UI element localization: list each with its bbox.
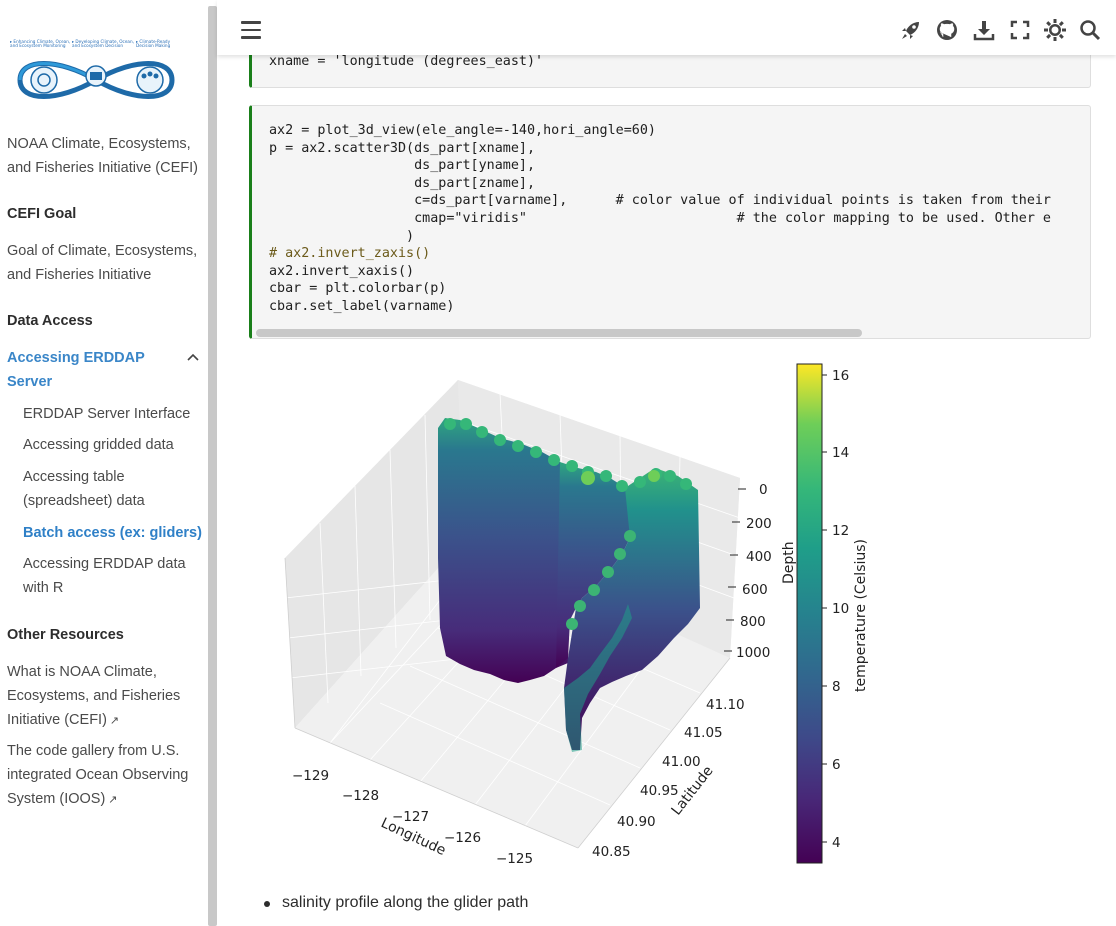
colorbar-tick-label: 12 <box>832 523 849 539</box>
search-icon[interactable] <box>1078 18 1102 42</box>
code-cell-scatter3d[interactable]: ax2 = plot_3d_view(ele_angle=-140,hori_a… <box>249 105 1091 339</box>
x-tick-label: −125 <box>496 851 533 867</box>
y-tick-label: 40.85 <box>592 844 631 860</box>
colorbar-tick-label: 4 <box>832 835 841 851</box>
svg-text:▸ Developing Climate, Ocean,: ▸ Developing Climate, Ocean, <box>72 39 134 44</box>
code-line-5: c=ds_part[varname], # color value of ind… <box>269 193 1051 209</box>
y-tick-label: 41.00 <box>662 754 701 770</box>
sidebar-link-cefi-label: What is NOAA Climate, Ecosystems, and Fi… <box>7 664 181 728</box>
code-line-6: cmap="viridis" # the color mapping to be… <box>269 210 1051 226</box>
code-line-2: p = ax2.scatter3D(ds_part[xname], <box>269 140 536 156</box>
code-line: xname = 'longitude (degrees_east)' <box>269 53 543 71</box>
colorbar-tick-label: 16 <box>832 368 849 384</box>
code-text: xname = 'longitude (degrees_east)' <box>269 54 544 69</box>
colorbar: 4 6 8 10 12 14 16 temperature (Celsius) <box>796 363 869 864</box>
z-axis-ticks: 0 200 400 600 800 1000 Depth <box>724 482 797 661</box>
colorbar-tick-label: 6 <box>832 757 841 773</box>
download-icon[interactable] <box>972 18 996 42</box>
data-points <box>438 418 700 752</box>
x-tick-label: −126 <box>444 830 481 846</box>
sidebar-scrollbar[interactable] <box>208 6 217 926</box>
cefi-logo[interactable]: ▸ Enhancing Climate, Ocean, and Ecosyste… <box>8 36 184 106</box>
menu-icon[interactable] <box>241 21 261 39</box>
x-tick-label: −127 <box>392 809 429 825</box>
scatter3d-figure: 0 200 400 600 800 1000 Depth 40.85 40.90… <box>284 363 869 867</box>
z-tick-label: 400 <box>746 549 772 565</box>
y-tick-label: 40.90 <box>617 814 656 830</box>
y-tick-label: 40.95 <box>640 783 679 799</box>
code-line-9: ax2.invert_xaxis() <box>269 263 415 279</box>
z-tick-label: 800 <box>740 614 766 630</box>
code-horizontal-scrollbar[interactable] <box>256 329 862 337</box>
top-header <box>217 0 1116 55</box>
svg-text:▸ Climate-Ready: ▸ Climate-Ready <box>136 39 171 44</box>
sidebar-heading-goal: CEFI Goal <box>7 206 77 222</box>
external-link-icon: ↗ <box>109 715 120 727</box>
svg-text:Decision Making: Decision Making <box>136 43 171 48</box>
sidebar-heading-data-access: Data Access <box>7 313 93 329</box>
sidebar-item-initiative[interactable]: NOAA Climate, Ecosystems, and Fisheries … <box>7 136 198 176</box>
z-axis-label: Depth <box>781 541 797 584</box>
bullet-item: salinity profile along the glider path <box>282 894 529 911</box>
code-line-8: # ax2.invert_zaxis() <box>269 246 431 262</box>
z-tick-label: 200 <box>746 516 772 532</box>
y-tick-label: 41.05 <box>684 725 723 741</box>
sidebar-link-ioos[interactable]: The code gallery from U.S. integrated Oc… <box>7 739 202 812</box>
bullet-marker <box>264 901 270 907</box>
chevron-up-icon[interactable] <box>186 350 200 364</box>
colorbar-tick-label: 14 <box>832 445 849 461</box>
colorbar-label: temperature (Celsius) <box>853 539 869 692</box>
z-tick-label: 600 <box>742 582 768 598</box>
code-block: ax2 = plot_3d_view(ele_angle=-140,hori_a… <box>269 122 1051 316</box>
sidebar-link-ioos-label: The code gallery from U.S. integrated Oc… <box>7 743 189 807</box>
rocket-icon[interactable] <box>899 18 923 42</box>
sidebar-subitem-erddap-interface[interactable]: ERDDAP Server Interface <box>23 406 191 422</box>
external-link-icon: ↗ <box>108 794 118 806</box>
x-tick-label: −129 <box>292 768 329 784</box>
z-tick-label: 0 <box>759 482 768 498</box>
github-icon[interactable] <box>935 18 959 42</box>
x-tick-label: −128 <box>342 788 379 804</box>
sidebar-heading-other: Other Resources <box>7 627 124 643</box>
y-tick-label: 41.10 <box>706 697 745 713</box>
code-line-10: cbar = plt.colorbar(p) <box>269 281 447 297</box>
svg-text:and Ecosystem Decision: and Ecosystem Decision <box>72 43 123 48</box>
sidebar-subitem-r[interactable]: Accessing ERDDAP data with R <box>23 556 186 596</box>
code-line-1: ax2 = plot_3d_view(ele_angle=-140,hori_a… <box>269 123 656 138</box>
sidebar-item-accessing-erddap[interactable]: Accessing ERDDAP Server <box>7 350 145 390</box>
colorbar-tick-label: 10 <box>832 601 849 617</box>
theme-icon[interactable] <box>1043 18 1067 42</box>
sidebar: ▸ Enhancing Climate, Ocean, and Ecosyste… <box>0 0 208 926</box>
code-line-11: cbar.set_label(varname) <box>269 298 455 314</box>
svg-text:and Ecosystem Monitoring: and Ecosystem Monitoring <box>10 43 66 48</box>
z-tick-label: 1000 <box>736 645 770 661</box>
sidebar-item-goal[interactable]: Goal of Climate, Ecosystems, and Fisheri… <box>7 243 198 283</box>
sidebar-subitem-table[interactable]: Accessing table (spreadsheet) data <box>23 469 145 509</box>
sidebar-subitem-batch-access[interactable]: Batch access (ex: gliders) <box>23 525 202 541</box>
code-line-3: ds_part[yname], <box>269 158 536 174</box>
colorbar-tick-label: 8 <box>832 679 841 695</box>
code-line-4: ds_part[zname], <box>269 175 536 191</box>
fullscreen-icon[interactable] <box>1008 18 1032 42</box>
code-line-7: ) <box>269 228 415 244</box>
colorbar-gradient <box>796 363 823 864</box>
sidebar-subitem-gridded[interactable]: Accessing gridded data <box>23 437 174 453</box>
svg-text:▸ Enhancing Climate, Ocean,: ▸ Enhancing Climate, Ocean, <box>10 39 70 44</box>
sidebar-link-cefi[interactable]: What is NOAA Climate, Ecosystems, and Fi… <box>7 660 197 733</box>
